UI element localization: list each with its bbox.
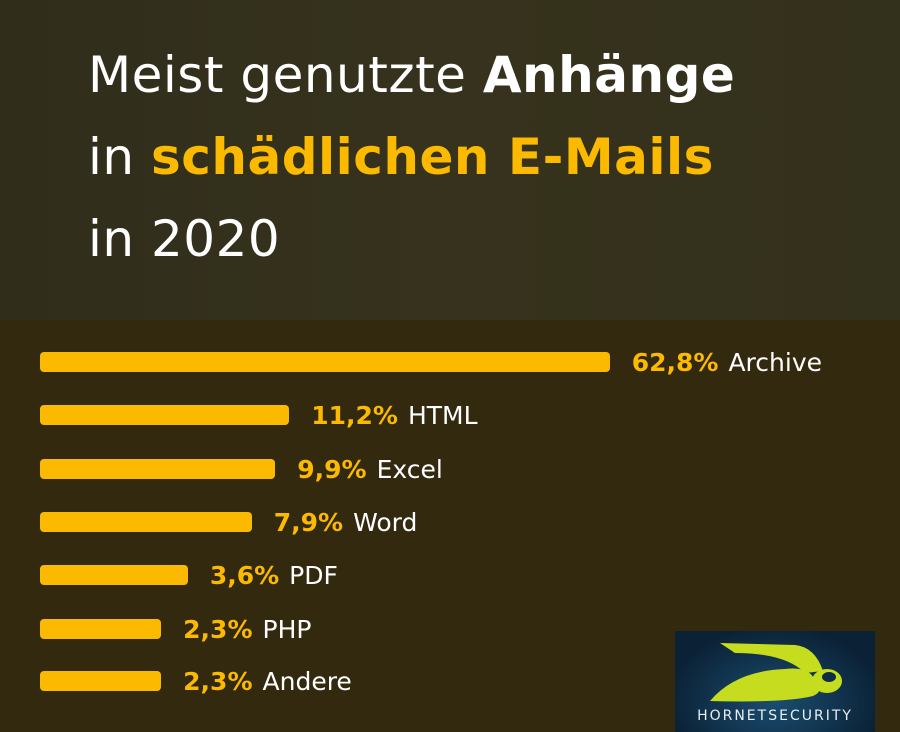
bar-word [40,512,252,532]
bar-pdf [40,565,188,585]
value-label: 2,3% [183,666,253,696]
bar-row: 9,9% Excel [40,455,443,484]
category-label: HTML [407,400,478,430]
bar-row: 2,3% Andere [40,667,352,696]
chart-title: Meist genutzte Anhänge in schädlichen E-… [88,34,735,280]
bar-label: 7,9% Word [274,508,418,537]
category-label: Excel [376,454,443,484]
value-label: 2,3% [183,614,253,644]
bar-row: 3,6% PDF [40,561,338,590]
title-emphasis: Anhänge [482,46,736,104]
value-label: 11,2% [311,400,398,430]
value-label: 9,9% [297,454,367,484]
bar-html [40,405,290,425]
header-background [0,0,900,320]
title-year: in 2020 [88,210,281,268]
value-label: 62,8% [631,347,719,377]
bar-row: 2,3% PHP [40,615,311,644]
title-highlight: schädlichen E-Mails [150,128,714,186]
value-label: 7,9% [273,507,344,537]
bar-label: 2,3% Andere [183,667,352,696]
category-label: PHP [262,614,312,644]
bar-row: 62,8% Archive [40,348,822,377]
category-label: Archive [728,347,822,377]
hornetsecurity-logo: HORNETSECURITY [675,631,875,732]
bar-label: 62,8% Archive [632,348,822,377]
title-text: Meist genutzte [88,46,483,104]
bar-label: 11,2% HTML [311,401,477,430]
bar-row: 7,9% Word [40,508,417,537]
bar-label: 3,6% PDF [210,561,338,590]
bar-label: 9,9% Excel [297,455,443,484]
bar-label: 2,3% PHP [183,615,311,644]
value-label: 3,6% [209,560,280,590]
category-label: Andere [262,666,352,696]
title-text: in [88,128,151,186]
bar-row: 11,2% HTML [40,401,478,430]
hornet-icon [710,643,842,702]
bar-archive [40,352,610,372]
logo-text: HORNETSECURITY [697,708,853,724]
bar-andere [40,671,162,691]
bar-php [40,619,162,639]
category-label: PDF [289,560,338,590]
category-label: Word [353,507,418,537]
bar-excel [40,459,276,479]
